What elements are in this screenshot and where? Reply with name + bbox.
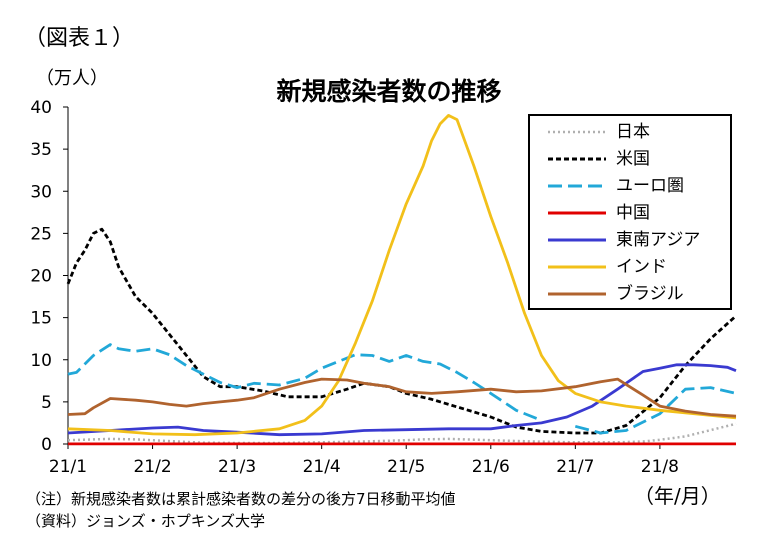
series-line-ブラジル xyxy=(67,377,737,418)
x-tick-label: 21/7 xyxy=(556,457,594,477)
y-tick-label: 10 xyxy=(30,351,52,371)
legend-label: 米国 xyxy=(616,149,650,169)
y-tick-label: 15 xyxy=(30,309,52,329)
legend-swatch xyxy=(548,265,606,269)
chart-title: 新規感染者数の推移 xyxy=(276,77,502,106)
series-line-日本 xyxy=(67,422,737,445)
legend-label: 中国 xyxy=(616,203,650,223)
y-tick-label: 20 xyxy=(30,267,52,287)
source-note: （資料）ジョンズ・ホプキンズ大学 xyxy=(26,512,265,530)
chart-legend: 日本米国ユーロ圏中国東南アジアインドブラジル xyxy=(528,114,732,310)
legend-item: 日本 xyxy=(530,122,730,149)
legend-item: ブラジル xyxy=(530,284,730,311)
series-line-東南アジア xyxy=(67,363,737,437)
y-axis-unit-label: （万人） xyxy=(36,68,108,89)
y-tick-label: 0 xyxy=(41,435,52,455)
x-tick-label: 21/1 xyxy=(49,457,87,477)
legend-swatch xyxy=(548,211,606,215)
y-tick-label: 30 xyxy=(30,182,52,202)
legend-swatch xyxy=(548,130,606,134)
legend-item: 東南アジア xyxy=(530,230,730,257)
x-axis-unit-label: （年/月） xyxy=(634,484,721,508)
series-line-ユーロ圏 xyxy=(67,343,543,422)
x-tick-label: 21/6 xyxy=(472,457,510,477)
legend-label: 東南アジア xyxy=(616,230,701,250)
x-tick-label: 21/8 xyxy=(641,457,679,477)
legend-item: インド xyxy=(530,257,730,284)
legend-item: 米国 xyxy=(530,149,730,176)
y-tick-label: 5 xyxy=(41,393,52,413)
x-tick-label: 21/4 xyxy=(303,457,341,477)
legend-swatch xyxy=(548,184,606,188)
legend-swatch xyxy=(548,238,606,242)
legend-item: ユーロ圏 xyxy=(530,176,730,203)
y-tick-label: 40 xyxy=(30,98,52,118)
legend-label: 日本 xyxy=(616,122,650,142)
series-line-インド xyxy=(67,114,737,437)
legend-label: インド xyxy=(616,257,667,277)
x-tick-label: 21/5 xyxy=(387,457,425,477)
figure-label: （図表１） xyxy=(24,26,135,51)
legend-label: ブラジル xyxy=(616,284,684,304)
legend-swatch xyxy=(548,157,606,161)
legend-swatch xyxy=(548,292,606,296)
y-tick-label: 35 xyxy=(30,140,52,160)
footnote: （注）新規感染者数は累計感染者数の差分の後方7日移動平均値 xyxy=(26,490,456,508)
x-tick-label: 21/3 xyxy=(218,457,256,477)
legend-item: 中国 xyxy=(530,203,730,230)
x-tick-label: 21/2 xyxy=(133,457,171,477)
legend-label: ユーロ圏 xyxy=(616,176,684,196)
series-line-ユーロ圏 xyxy=(574,386,737,435)
y-tick-label: 25 xyxy=(30,224,52,244)
series-line-米国 xyxy=(66,227,737,435)
